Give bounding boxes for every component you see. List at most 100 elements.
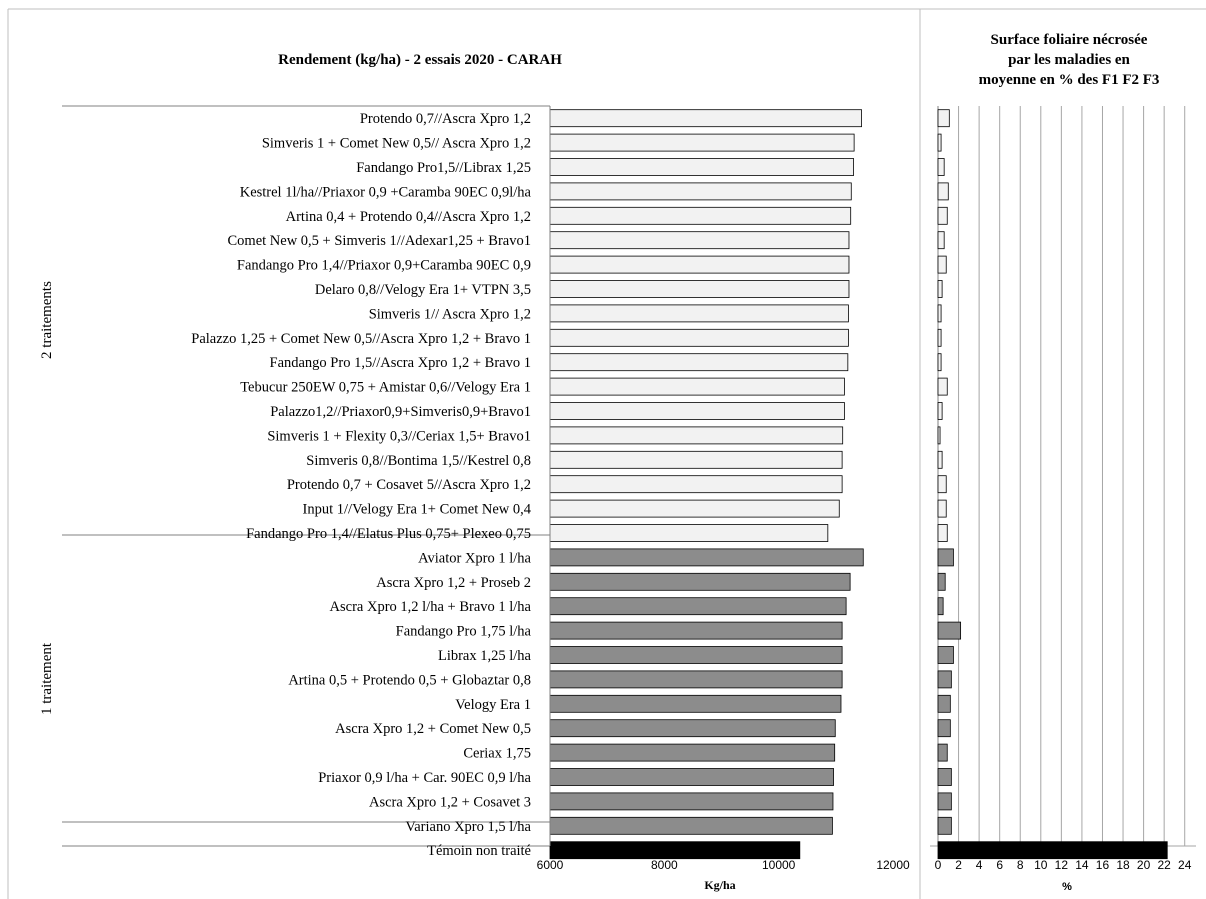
yield-bar bbox=[549, 231, 850, 250]
yield-category-label: Ceriax 1,75 bbox=[463, 746, 531, 762]
yield-bar bbox=[549, 182, 852, 201]
yield-bar bbox=[549, 816, 833, 835]
disease-bar bbox=[937, 255, 947, 274]
yield-bar bbox=[549, 206, 852, 225]
disease-bar bbox=[937, 158, 945, 176]
disease-bar bbox=[937, 450, 943, 469]
disease-bars bbox=[937, 109, 1168, 860]
disease-bar bbox=[937, 572, 946, 591]
yield-category-labels: Protendo 0,7//Ascra Xpro 1,2 Simveris 1 +… bbox=[191, 111, 531, 859]
disease-bar bbox=[937, 402, 943, 420]
yield-category-label: Artina 0,5 + Protendo 0,5 + Globaztar 0,… bbox=[288, 672, 531, 688]
yield-category-label: Artina 0,4 + Protendo 0,4//Ascra Xpro 1,… bbox=[286, 209, 531, 225]
disease-bar bbox=[937, 426, 941, 445]
yield-bar bbox=[549, 158, 854, 176]
disease-bar bbox=[937, 694, 951, 713]
disease-tick-label: 14 bbox=[1075, 858, 1089, 872]
yield-bar bbox=[549, 841, 801, 860]
yield-category-label: Simveris 1// Ascra Xpro 1,2 bbox=[369, 306, 531, 322]
yield-bar bbox=[549, 280, 850, 298]
disease-bar bbox=[937, 597, 944, 616]
yield-category-label: Ascra Xpro 1,2 l/ha + Bravo 1 l/ha bbox=[330, 599, 532, 615]
disease-bar bbox=[937, 206, 948, 225]
disease-tick-label: 16 bbox=[1096, 858, 1110, 872]
yield-bar bbox=[549, 255, 850, 274]
yield-category-label: Palazzo 1,25 + Comet New 0,5//Ascra Xpro… bbox=[191, 331, 531, 347]
yield-bar bbox=[549, 450, 843, 469]
disease-bar bbox=[937, 670, 952, 689]
yield-bar bbox=[549, 646, 843, 664]
disease-bar bbox=[937, 133, 942, 152]
disease-bar bbox=[937, 548, 954, 567]
yield-category-label: Simveris 1 + Comet New 0,5// Ascra Xpro … bbox=[262, 136, 531, 152]
yield-bar bbox=[549, 670, 843, 689]
yield-category-label: Ascra Xpro 1,2 + Cosavet 3 bbox=[369, 794, 531, 810]
group-label-two-treatments: 2 traitements bbox=[39, 281, 55, 359]
yield-category-label: Protendo 0,7 + Cosavet 5//Ascra Xpro 1,2 bbox=[287, 477, 531, 493]
yield-category-label: Variano Xpro 1,5 l/ha bbox=[405, 819, 531, 835]
disease-tick-label: 24 bbox=[1178, 858, 1192, 872]
yield-category-label: Fandango Pro1,5//Librax 1,25 bbox=[356, 160, 531, 176]
yield-category-label: Velogy Era 1 bbox=[455, 697, 531, 713]
yield-category-label: Input 1//Velogy Era 1+ Comet New 0,4 bbox=[303, 502, 532, 518]
yield-category-label: Fandango Pro 1,4//Priaxor 0,9+Caramba 90… bbox=[237, 258, 531, 274]
yield-category-label: Aviator Xpro 1 l/ha bbox=[418, 550, 531, 566]
disease-bar bbox=[937, 280, 943, 298]
yield-bar bbox=[549, 572, 851, 591]
disease-tick-label: 22 bbox=[1157, 858, 1171, 872]
yield-bar bbox=[549, 768, 834, 786]
yield-bar bbox=[549, 499, 840, 518]
disease-tick-label: 6 bbox=[996, 858, 1003, 872]
disease-bar bbox=[937, 792, 952, 811]
yield-bar bbox=[549, 133, 855, 152]
yield-bar bbox=[549, 597, 847, 616]
disease-tick-label: 0 bbox=[935, 858, 942, 872]
disease-bar bbox=[937, 231, 945, 250]
disease-bar bbox=[937, 646, 954, 664]
yield-tick-label: 6000 bbox=[537, 858, 564, 872]
yield-bar bbox=[549, 621, 843, 640]
yield-category-label: Priaxor 0,9 l/ha + Car. 90EC 0,9 l/ha bbox=[318, 770, 531, 786]
yield-category-label: Protendo 0,7//Ascra Xpro 1,2 bbox=[360, 111, 531, 127]
yield-category-label: Fandango Pro 1,4//Elatus Plus 0,75+ Plex… bbox=[246, 526, 531, 542]
disease-bar bbox=[937, 841, 1168, 860]
disease-tick-label: 4 bbox=[976, 858, 983, 872]
yield-category-label: Delaro 0,8//Velogy Era 1+ VTPN 3,5 bbox=[315, 282, 531, 298]
disease-tick-labels: 0 2 4 6 8 10 12 14 16 18 20 22 24 bbox=[935, 858, 1192, 872]
yield-x-axis-label: Kg/ha bbox=[704, 878, 735, 892]
yield-tick-label: 12000 bbox=[876, 858, 910, 872]
disease-bar bbox=[937, 768, 952, 786]
yield-category-label: Tebucur 250EW 0,75 + Amistar 0,6//Velogy… bbox=[240, 380, 531, 396]
yield-bar bbox=[549, 377, 845, 396]
group-label-one-treatment: 1 traitement bbox=[39, 642, 55, 715]
yield-bar bbox=[549, 719, 836, 738]
disease-bar bbox=[937, 109, 950, 128]
yield-tick-label: 8000 bbox=[651, 858, 678, 872]
disease-bar bbox=[937, 743, 948, 762]
yield-category-label: Librax 1,25 l/ha bbox=[438, 648, 532, 664]
disease-tick-label: 20 bbox=[1137, 858, 1151, 872]
disease-gridlines bbox=[958, 106, 1186, 846]
yield-category-label: Comet New 0,5 + Simveris 1//Adexar1,25 +… bbox=[228, 233, 532, 249]
yield-bar bbox=[549, 109, 862, 128]
yield-chart: Rendement (kg/ha) - 2 essais 2020 - CARA… bbox=[7, 8, 921, 899]
yield-bar bbox=[549, 743, 836, 762]
yield-bar bbox=[549, 353, 849, 372]
disease-chart-title-line-3: moyenne en % des F1 F2 F3 bbox=[979, 72, 1160, 88]
yield-category-label: Simveris 0,8//Bontima 1,5//Kestrel 0,8 bbox=[306, 453, 531, 469]
disease-bar bbox=[937, 304, 942, 323]
yield-bar bbox=[549, 694, 842, 713]
yield-bar bbox=[549, 524, 829, 542]
yield-category-label: Fandango Pro 1,75 l/ha bbox=[396, 624, 532, 640]
disease-bar bbox=[937, 621, 962, 640]
yield-bar bbox=[549, 792, 834, 811]
disease-tick-label: 10 bbox=[1034, 858, 1048, 872]
disease-bar bbox=[937, 328, 942, 347]
yield-category-label: Simveris 1 + Flexity 0,3//Ceriax 1,5+ Br… bbox=[267, 428, 531, 444]
yield-category-label: Ascra Xpro 1,2 + Comet New 0,5 bbox=[335, 721, 531, 737]
yield-tick-labels: 6000 8000 10000 12000 bbox=[537, 858, 910, 872]
disease-x-axis-label: % bbox=[1062, 881, 1072, 893]
yield-bar bbox=[549, 426, 844, 445]
yield-category-label: Palazzo1,2//Priaxor0,9+Simveris0,9+Bravo… bbox=[270, 404, 531, 420]
